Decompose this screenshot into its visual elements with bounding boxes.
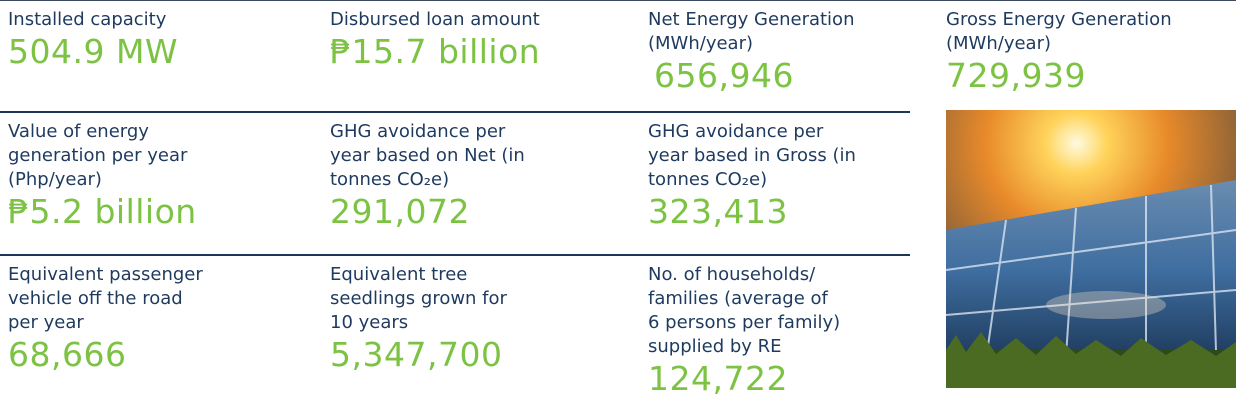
solar-panel-photo <box>946 110 1236 388</box>
stat-label: vehicle off the road <box>8 287 308 311</box>
stat-label: tonnes CO₂e) <box>648 168 948 192</box>
top-rule <box>0 0 1236 1</box>
stat-label: Value of energy <box>8 120 308 144</box>
stat-value: 5,347,700 <box>330 335 630 375</box>
stat-label: Equivalent tree <box>330 263 630 287</box>
stat-label: year based on Net (in <box>330 144 630 168</box>
stat-label: (MWh/year) <box>946 32 1236 56</box>
stat-label: Net Energy Generation <box>648 8 948 32</box>
stat-cell: Net Energy Generation(MWh/year)656,946 <box>648 8 948 96</box>
stat-value: 291,072 <box>330 192 630 232</box>
stat-label: 10 years <box>330 311 630 335</box>
stat-value: ₱15.7 billion <box>330 32 630 72</box>
stat-cell: Disbursed loan amount₱15.7 billion <box>330 8 630 72</box>
stat-label: tonnes CO₂e) <box>330 168 630 192</box>
stat-label: generation per year <box>8 144 308 168</box>
stat-label: (MWh/year) <box>648 32 948 56</box>
stat-label: 6 persons per family) <box>648 311 948 335</box>
stat-value: 68,666 <box>8 335 308 375</box>
stat-label: supplied by RE <box>648 335 948 359</box>
stat-label: year based in Gross (in <box>648 144 948 168</box>
stat-value: 656,946 <box>648 56 948 96</box>
row-separator <box>0 254 910 256</box>
stat-label: Disbursed loan amount <box>330 8 630 32</box>
stat-cell: Gross Energy Generation(MWh/year)729,939 <box>946 8 1236 96</box>
stat-label: Installed capacity <box>8 8 308 32</box>
stat-label: GHG avoidance per <box>648 120 948 144</box>
stat-label: seedlings grown for <box>330 287 630 311</box>
stat-label: Equivalent passenger <box>8 263 308 287</box>
stat-label: GHG avoidance per <box>330 120 630 144</box>
stat-value: 729,939 <box>946 56 1236 96</box>
stat-label: (Php/year) <box>8 168 308 192</box>
stat-value: ₱5.2 billion <box>8 192 308 232</box>
stat-label: per year <box>8 311 308 335</box>
stat-value: 504.9 MW <box>8 32 308 72</box>
row-separator <box>0 111 910 113</box>
stat-value: 124,722 <box>648 359 948 399</box>
page: (() => { const data = JSON.parse(documen… <box>0 0 1236 416</box>
stat-label: Gross Energy Generation <box>946 8 1236 32</box>
stat-value: 323,413 <box>648 192 948 232</box>
stat-label: No. of households/ <box>648 263 948 287</box>
stat-label: families (average of <box>648 287 948 311</box>
